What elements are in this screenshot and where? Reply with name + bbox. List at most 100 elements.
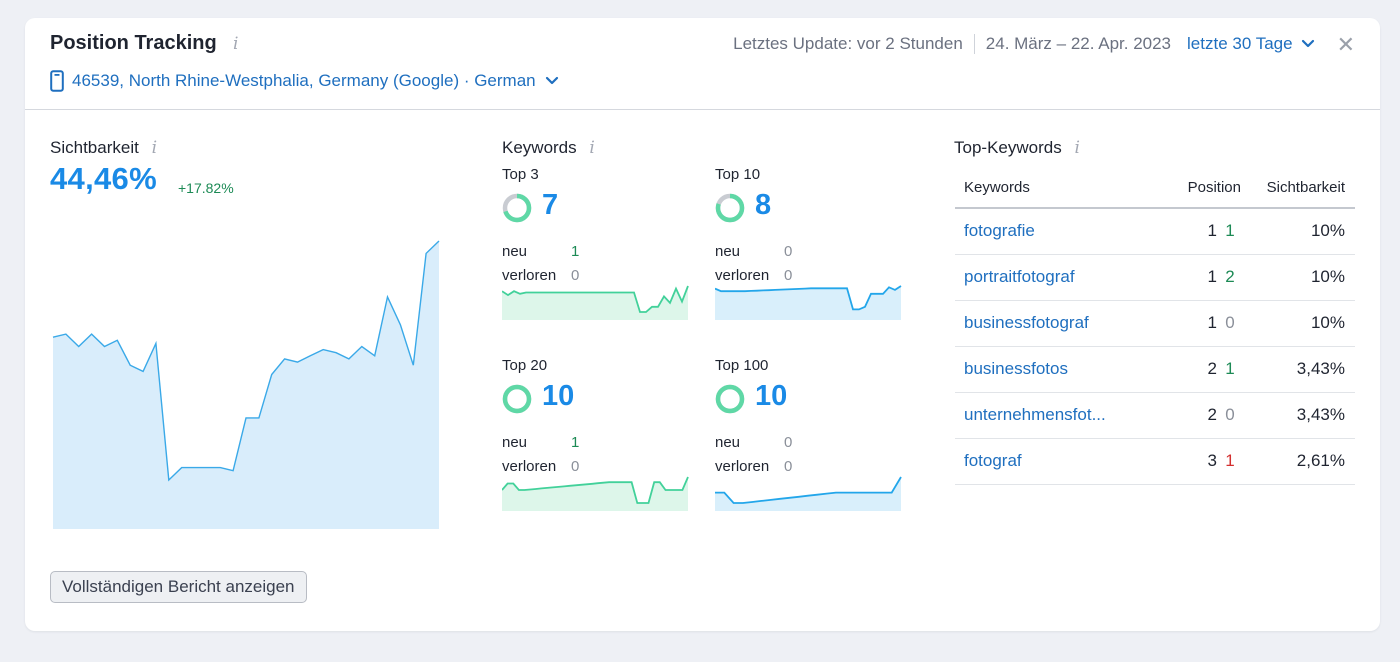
- keyword-block-top-3[interactable]: Top 3 7 neu 1 verloren 0: [502, 166, 702, 336]
- donut-icon: [502, 384, 532, 414]
- keyword-block-label: Top 20: [502, 357, 548, 374]
- visibility-value: 44,46%: [50, 161, 157, 196]
- keyword-cell: fotografie: [955, 208, 1169, 254]
- table-row: businessfotos 2 1 3,43%: [955, 346, 1355, 392]
- top-keywords-title: Top-Keywords i: [954, 138, 1080, 158]
- lost-value: 0: [784, 458, 793, 475]
- lost-row: verloren 0: [715, 458, 792, 475]
- keyword-count: 10: [542, 380, 575, 412]
- sparkline-area: [502, 286, 688, 320]
- lost-label: verloren: [715, 458, 770, 475]
- keyword-link[interactable]: fotografie: [964, 221, 1035, 241]
- keyword-cell: unternehmensfot...: [955, 392, 1169, 438]
- close-icon[interactable]: ✕: [1336, 31, 1355, 57]
- keyword-count: 7: [542, 189, 559, 221]
- visibility-cell: 10%: [1310, 267, 1345, 286]
- keyword-block-top-20[interactable]: Top 20 10 neu 1 verloren 0: [502, 357, 702, 527]
- chevron-down-icon: [1301, 39, 1314, 48]
- visibility-title-text: Sichtbarkeit: [50, 138, 139, 157]
- card-header: Position Tracking i Letztes Update: vor …: [25, 18, 1380, 110]
- info-icon[interactable]: i: [589, 138, 595, 158]
- donut-icon: [715, 384, 745, 414]
- new-value: 1: [571, 434, 580, 451]
- keyword-cell: businessfotos: [955, 346, 1169, 392]
- keyword-cell: fotograf: [955, 438, 1169, 484]
- keyword-sparkline: [502, 285, 689, 320]
- lost-row: verloren 0: [502, 458, 579, 475]
- lost-label: verloren: [502, 458, 557, 475]
- period-label: letzte 30 Tage: [1187, 34, 1293, 53]
- location-selector[interactable]: 46539, North Rhine-Westphalia, Germany (…: [50, 70, 559, 92]
- position-change: 1: [1225, 451, 1235, 470]
- table-row: businessfotograf 1 0 10%: [955, 300, 1355, 346]
- keyword-sparkline: [502, 476, 689, 511]
- keyword-link[interactable]: businessfotograf: [964, 313, 1089, 332]
- keyword-link[interactable]: businessfotos: [964, 359, 1068, 378]
- new-value: 1: [571, 243, 580, 260]
- full-report-button[interactable]: Vollständigen Bericht anzeigen: [50, 571, 307, 603]
- period-dropdown[interactable]: letzte 30 Tage: [1187, 34, 1315, 54]
- lost-row: verloren 0: [715, 267, 792, 284]
- sparkline-line: [715, 476, 902, 504]
- visibility-line: [52, 240, 440, 482]
- visibility-delta: +17.82%: [178, 180, 234, 196]
- new-row: neu 0: [715, 243, 792, 260]
- new-value: 0: [784, 243, 793, 260]
- last-update-text: Letztes Update: vor 2 Stunden: [733, 34, 963, 53]
- card-title: Position Tracking: [50, 32, 217, 54]
- table-row: fotografie 1 1 10%: [955, 208, 1355, 254]
- position-value: 1: [1207, 221, 1217, 241]
- position-change: 1: [1225, 359, 1235, 378]
- visibility-chart: [52, 240, 440, 529]
- top-keywords-body: fotografie 1 1 10% portraitfotograf 1 2 10% busi…: [955, 208, 1355, 484]
- position-value: 3: [1207, 451, 1217, 470]
- position-value: 2: [1207, 405, 1217, 424]
- header-meta: Letztes Update: vor 2 Stunden 24. März –…: [733, 31, 1355, 57]
- new-value: 0: [784, 434, 793, 451]
- top-keywords-table: Keywords Position Sichtbarkeit fotografi…: [955, 168, 1355, 485]
- info-icon[interactable]: i: [1074, 138, 1080, 158]
- keyword-cell: businessfotograf: [955, 300, 1169, 346]
- keyword-link[interactable]: unternehmensfot...: [964, 405, 1106, 424]
- visibility-cell: 2,61%: [1296, 451, 1345, 470]
- mobile-device-icon: [50, 70, 64, 92]
- column-header-position[interactable]: Position: [1187, 179, 1241, 196]
- donut-icon: [502, 193, 532, 223]
- divider: [973, 34, 975, 54]
- keyword-block-top-100[interactable]: Top 100 10 neu 0 verloren 0: [715, 357, 915, 527]
- keyword-count: 8: [755, 189, 772, 221]
- keyword-cell: portraitfotograf: [955, 254, 1169, 300]
- visibility-cell: 3,43%: [1296, 405, 1345, 424]
- info-icon[interactable]: i: [233, 34, 239, 54]
- visibility-cell: 10%: [1310, 221, 1345, 241]
- column-header-keywords[interactable]: Keywords: [964, 179, 1030, 196]
- keyword-link[interactable]: fotograf: [964, 451, 1022, 470]
- lost-value: 0: [784, 267, 793, 284]
- keyword-block-top-10[interactable]: Top 10 8 neu 0 verloren 0: [715, 166, 915, 336]
- visibility-area: [53, 241, 439, 529]
- keyword-block-label: Top 3: [502, 166, 539, 183]
- lost-label: verloren: [715, 267, 770, 284]
- info-icon[interactable]: i: [151, 138, 157, 158]
- column-header-visibility[interactable]: Sichtbarkeit: [1266, 179, 1345, 196]
- position-change: 2: [1225, 267, 1235, 286]
- visibility-cell: 10%: [1310, 313, 1345, 332]
- keyword-sparkline: [715, 476, 902, 511]
- new-row: neu 0: [715, 434, 792, 451]
- position-value: 1: [1207, 313, 1217, 332]
- keyword-link[interactable]: portraitfotograf: [964, 267, 1075, 286]
- keyword-sparkline: [715, 285, 902, 320]
- new-label: neu: [715, 243, 741, 260]
- table-header-row: Keywords Position Sichtbarkeit: [955, 168, 1355, 208]
- sparkline-area: [715, 286, 901, 320]
- sparkline-area: [715, 477, 901, 511]
- new-label: neu: [715, 434, 741, 451]
- sparkline-area: [502, 477, 688, 511]
- table-row: fotograf 3 1 2,61%: [955, 438, 1355, 484]
- date-range: 24. März – 22. Apr. 2023: [985, 34, 1172, 53]
